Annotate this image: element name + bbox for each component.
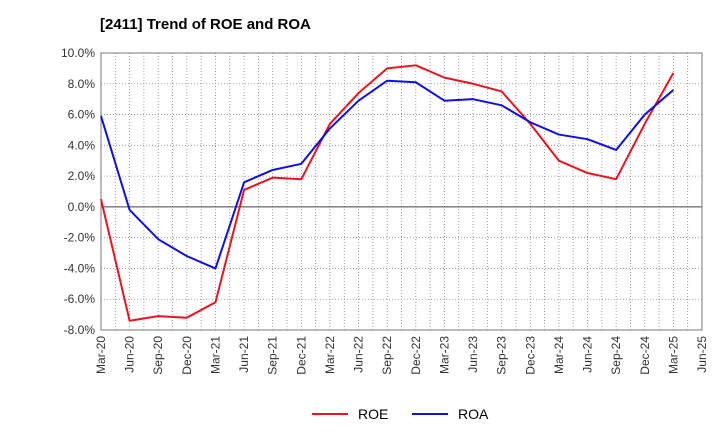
y-tick-label: 4.0% <box>68 138 96 152</box>
x-tick-label: Jun-23 <box>466 336 480 373</box>
legend-label-roa: ROA <box>458 406 489 422</box>
x-tick-label: Jun-24 <box>581 336 595 373</box>
y-tick-label: 10.0% <box>61 46 95 60</box>
x-tick-labels: Mar-20 Jun-20 Sep-20 Dec-20 Mar-21 Jun-21 Sep-… <box>94 336 709 375</box>
series-line-roa <box>100 79 675 270</box>
y-tick-label: -4.0% <box>64 261 96 275</box>
x-tick-label: Dec-21 <box>294 336 308 375</box>
y-tick-label: 8.0% <box>68 77 96 91</box>
y-tick-labels: 10.0% 8.0% 6.0% 4.0% 2.0% 0.0% -2.0% -4.0% -6.0%… <box>61 46 95 337</box>
x-tick-label: Mar-25 <box>666 336 680 374</box>
y-tick-label: -8.0% <box>64 323 96 337</box>
series-line-roe <box>100 64 675 322</box>
chart-legend: ROE ROA <box>0 404 720 428</box>
x-tick-label: Sep-23 <box>495 336 509 375</box>
x-tick-label: Dec-23 <box>523 336 537 375</box>
x-tick-label: Mar-23 <box>437 336 451 374</box>
x-tick-label: Sep-21 <box>266 336 280 375</box>
x-tick-label: Mar-20 <box>94 336 108 374</box>
x-tick-label: Jun-20 <box>123 336 137 373</box>
x-tick-label: Jun-22 <box>352 336 366 373</box>
y-tick-label: -2.0% <box>64 231 96 245</box>
x-tick-label: Jun-25 <box>695 336 709 373</box>
legend-swatch-roa <box>412 413 448 415</box>
y-tick-label: 2.0% <box>68 169 96 183</box>
x-tick-label: Sep-24 <box>609 336 623 375</box>
x-tick-label: Mar-22 <box>323 336 337 374</box>
x-tick-label: Dec-22 <box>409 336 423 375</box>
legend-item-roa: ROA <box>412 404 488 424</box>
y-tick-label: 0.0% <box>68 200 96 214</box>
legend-swatch-roe <box>312 413 348 415</box>
axes <box>100 52 703 331</box>
legend-label-roe: ROE <box>358 406 389 422</box>
legend-item-roe: ROE <box>312 404 388 424</box>
grid-lines <box>100 52 703 331</box>
x-tick-label: Sep-22 <box>380 336 394 375</box>
series-lines <box>100 64 675 322</box>
x-tick-label: Mar-24 <box>552 336 566 374</box>
chart-title: [2411] Trend of ROE and ROA <box>100 16 311 33</box>
x-tick-label: Sep-20 <box>151 336 165 375</box>
x-tick-label: Jun-21 <box>237 336 251 373</box>
y-tick-label: -6.0% <box>64 292 96 306</box>
x-tick-label: Dec-20 <box>180 336 194 375</box>
x-tick-label: Dec-24 <box>638 336 652 375</box>
x-tick-label: Mar-21 <box>208 336 222 374</box>
y-tick-label: 6.0% <box>68 108 96 122</box>
plot-frame <box>100 52 703 331</box>
